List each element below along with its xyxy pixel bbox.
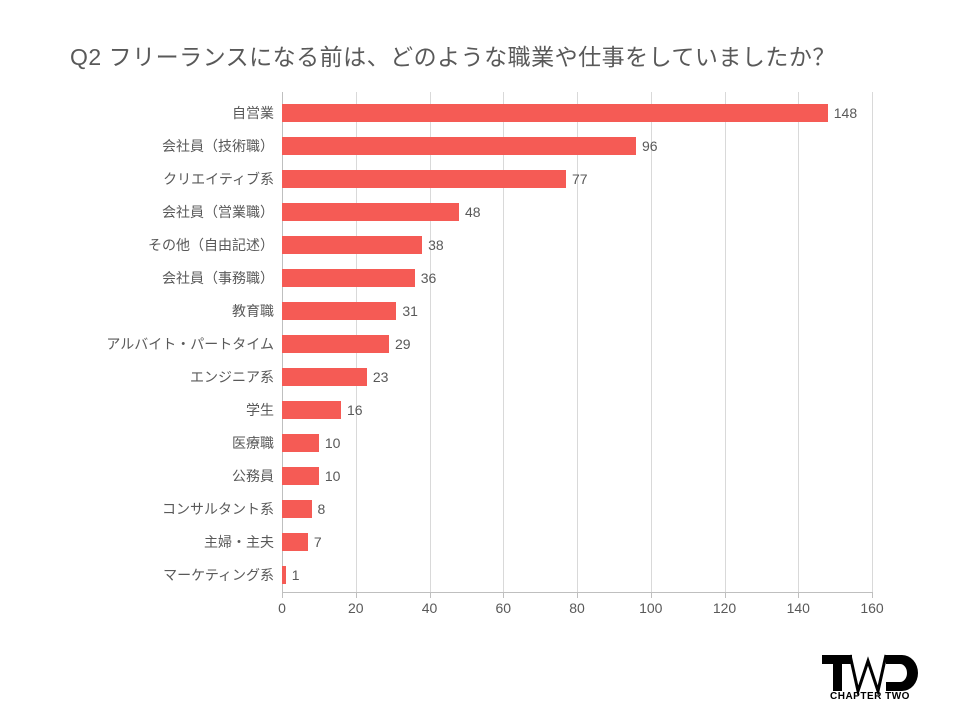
bar-value-label: 10 bbox=[325, 435, 341, 451]
x-tick-label: 100 bbox=[639, 600, 662, 616]
bar-row: 教育職31 bbox=[282, 294, 872, 327]
category-label: 公務員 bbox=[54, 466, 282, 486]
bar-value-label: 77 bbox=[572, 171, 588, 187]
bar-row: マーケティング系1 bbox=[282, 558, 872, 591]
category-label: 主婦・主夫 bbox=[54, 532, 282, 552]
bar bbox=[282, 401, 341, 419]
bar-value-label: 148 bbox=[834, 105, 857, 121]
bar bbox=[282, 269, 415, 287]
bar bbox=[282, 500, 312, 518]
x-tick-label: 40 bbox=[422, 600, 438, 616]
bar-row: エンジニア系23 bbox=[282, 360, 872, 393]
bar-value-label: 31 bbox=[402, 303, 418, 319]
gridline bbox=[872, 92, 873, 592]
x-tick-label: 160 bbox=[860, 600, 883, 616]
bar-row: 医療職10 bbox=[282, 426, 872, 459]
category-label: 教育職 bbox=[54, 301, 282, 321]
bar bbox=[282, 236, 422, 254]
x-tick bbox=[503, 592, 504, 598]
x-tick bbox=[577, 592, 578, 598]
bar-value-label: 7 bbox=[314, 534, 322, 550]
x-tick-label: 80 bbox=[569, 600, 585, 616]
bar bbox=[282, 104, 828, 122]
x-tick bbox=[651, 592, 652, 598]
x-tick-label: 120 bbox=[713, 600, 736, 616]
category-label: マーケティング系 bbox=[54, 565, 282, 585]
category-label: 会社員（営業職） bbox=[54, 202, 282, 222]
bar-value-label: 23 bbox=[373, 369, 389, 385]
category-label: クリエイティブ系 bbox=[54, 169, 282, 189]
bar-value-label: 1 bbox=[292, 567, 300, 583]
category-label: アルバイト・パートタイム bbox=[54, 334, 282, 354]
bar-row: 会社員（技術職）96 bbox=[282, 129, 872, 162]
bar-row: 自営業148 bbox=[282, 96, 872, 129]
bar-row: 会社員（事務職）36 bbox=[282, 261, 872, 294]
bar-value-label: 48 bbox=[465, 204, 481, 220]
bar bbox=[282, 335, 389, 353]
bar-value-label: 36 bbox=[421, 270, 437, 286]
bar bbox=[282, 203, 459, 221]
bar bbox=[282, 137, 636, 155]
x-tick bbox=[282, 592, 283, 598]
bar-value-label: 16 bbox=[347, 402, 363, 418]
category-label: 医療職 bbox=[54, 433, 282, 453]
x-axis: 020406080100120140160 bbox=[282, 592, 872, 632]
bar bbox=[282, 170, 566, 188]
logo-mark bbox=[820, 651, 920, 695]
x-tick bbox=[356, 592, 357, 598]
chart-title: Q2 フリーランスになる前は、どのような職業や仕事をしていましたか？ bbox=[70, 38, 836, 72]
bar-row: 会社員（営業職）48 bbox=[282, 195, 872, 228]
bar bbox=[282, 566, 286, 584]
bar-row: その他（自由記述）38 bbox=[282, 228, 872, 261]
bar-row: クリエイティブ系77 bbox=[282, 162, 872, 195]
x-tick-label: 60 bbox=[495, 600, 511, 616]
chart-area: 自営業148会社員（技術職）96クリエイティブ系77会社員（営業職）48その他（… bbox=[60, 92, 900, 652]
bar bbox=[282, 368, 367, 386]
logo-subtext: CHAPTER TWO bbox=[810, 691, 930, 702]
bar-value-label: 96 bbox=[642, 138, 658, 154]
bar-value-label: 38 bbox=[428, 237, 444, 253]
category-label: その他（自由記述） bbox=[54, 235, 282, 255]
bar-value-label: 29 bbox=[395, 336, 411, 352]
x-tick bbox=[430, 592, 431, 598]
bar-row: コンサルタント系8 bbox=[282, 492, 872, 525]
bar bbox=[282, 434, 319, 452]
category-label: 自営業 bbox=[54, 103, 282, 123]
x-tick bbox=[725, 592, 726, 598]
bar-row: 公務員10 bbox=[282, 459, 872, 492]
x-tick-label: 20 bbox=[348, 600, 364, 616]
plot-region: 自営業148会社員（技術職）96クリエイティブ系77会社員（営業職）48その他（… bbox=[282, 92, 872, 592]
x-tick bbox=[798, 592, 799, 598]
bar-row: 主婦・主夫7 bbox=[282, 525, 872, 558]
category-label: 会社員（事務職） bbox=[54, 268, 282, 288]
bar bbox=[282, 302, 396, 320]
category-label: 学生 bbox=[54, 400, 282, 420]
category-label: 会社員（技術職） bbox=[54, 136, 282, 156]
category-label: エンジニア系 bbox=[54, 367, 282, 387]
logo: CHAPTER TWO bbox=[810, 651, 930, 702]
bar bbox=[282, 467, 319, 485]
x-tick-label: 140 bbox=[787, 600, 810, 616]
bar-row: 学生16 bbox=[282, 393, 872, 426]
bar-value-label: 10 bbox=[325, 468, 341, 484]
bar bbox=[282, 533, 308, 551]
x-tick bbox=[872, 592, 873, 598]
bar-value-label: 8 bbox=[318, 501, 326, 517]
bar-row: アルバイト・パートタイム29 bbox=[282, 327, 872, 360]
x-tick-label: 0 bbox=[278, 600, 286, 616]
category-label: コンサルタント系 bbox=[54, 499, 282, 519]
